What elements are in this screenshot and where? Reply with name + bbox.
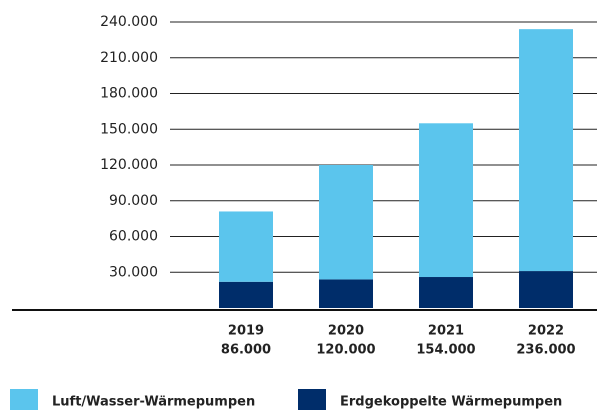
legend-swatch (298, 389, 326, 410)
bar-segment (219, 281, 273, 308)
x-tick-label: 2019 (228, 324, 264, 339)
y-tick-label: 60.000 (109, 229, 158, 245)
x-tick-label: 2022 (528, 324, 564, 339)
y-tick-label: 150.000 (100, 121, 158, 137)
total-label: 120.000 (316, 343, 375, 358)
x-tick-label: 2021 (428, 324, 464, 339)
total-label: 86.000 (221, 343, 271, 358)
legend-label: Luft/Wasser-Wärmepumpen (52, 395, 255, 410)
total-label: 236.000 (516, 343, 575, 358)
y-tick-label: 180.000 (100, 86, 158, 102)
y-tick-label: 30.000 (109, 264, 158, 280)
legend-label: Erdgekoppelte Wärmepumpen (340, 395, 562, 410)
bar-segment (319, 165, 373, 280)
y-tick-label: 240.000 (100, 14, 158, 30)
bar-segment (519, 29, 573, 272)
bar-segment (419, 123, 473, 278)
y-tick-label: 120.000 (100, 157, 158, 173)
bar-segment (319, 279, 373, 308)
bar-segment (519, 271, 573, 308)
legend-swatch (10, 389, 38, 410)
y-tick-label: 210.000 (100, 50, 158, 66)
total-label: 154.000 (416, 343, 475, 358)
x-tick-label: 2020 (328, 324, 364, 339)
bar-segment (419, 277, 473, 308)
y-tick-label: 90.000 (109, 193, 158, 209)
bar-segment (219, 211, 273, 282)
